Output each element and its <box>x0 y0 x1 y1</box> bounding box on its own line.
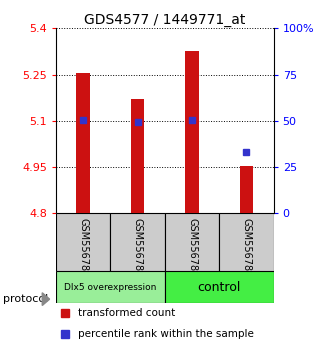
Text: protocol: protocol <box>3 294 48 304</box>
Bar <box>165 271 274 303</box>
Text: GSM556788: GSM556788 <box>187 218 197 277</box>
Bar <box>185 51 199 213</box>
Bar <box>110 213 165 271</box>
Text: percentile rank within the sample: percentile rank within the sample <box>78 330 254 339</box>
Text: Dlx5 overexpression: Dlx5 overexpression <box>64 282 156 291</box>
Text: GSM556789: GSM556789 <box>241 218 252 277</box>
Bar <box>56 213 110 271</box>
Text: control: control <box>197 280 241 293</box>
Bar <box>219 213 274 271</box>
Bar <box>56 271 165 303</box>
Bar <box>240 166 253 213</box>
Text: GSM556787: GSM556787 <box>132 218 143 277</box>
Bar <box>76 73 90 213</box>
Bar <box>131 99 144 213</box>
Text: GSM556786: GSM556786 <box>78 218 88 277</box>
Bar <box>165 213 219 271</box>
Text: transformed count: transformed count <box>78 308 175 318</box>
Title: GDS4577 / 1449771_at: GDS4577 / 1449771_at <box>84 13 245 27</box>
